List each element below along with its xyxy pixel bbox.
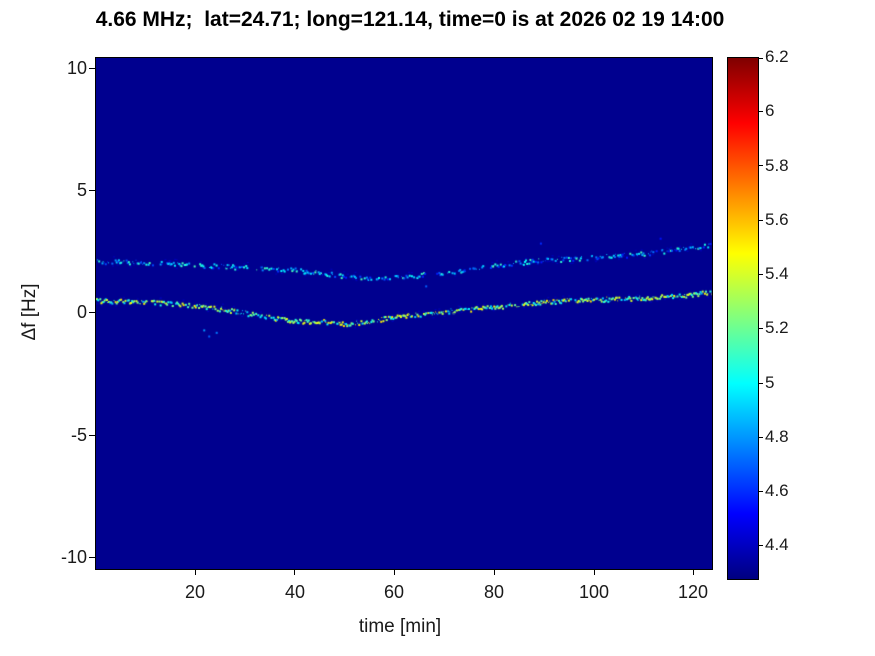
colorbar-tick-mark <box>758 220 763 221</box>
x-tick-label: 60 <box>383 582 405 602</box>
colorbar-tick-label: 4.8 <box>765 427 789 446</box>
colorbar-tick-label: 4.4 <box>765 535 789 554</box>
x-tick-label: 40 <box>284 582 306 602</box>
x-axis-label: time [min] <box>358 616 442 637</box>
x-tick-mark <box>494 570 495 575</box>
x-tick-label: 20 <box>184 582 206 602</box>
x-tick-label: 100 <box>578 582 610 602</box>
colorbar-tick-mark <box>758 545 763 546</box>
colorbar-tick-label: 6 <box>765 101 775 120</box>
colorbar-tick-label: 4.6 <box>765 481 789 500</box>
y-tick-mark <box>89 68 95 69</box>
y-tick-label: 5 <box>76 180 87 200</box>
colorbar-tick-label: 5.8 <box>765 156 789 175</box>
colorbar-tick-mark <box>758 328 763 329</box>
y-tick-mark <box>89 312 95 313</box>
colorbar-tick-mark <box>758 58 763 59</box>
x-tick-mark <box>294 570 295 575</box>
colorbar-tick-mark <box>758 437 763 438</box>
colorbar-tick-mark <box>758 165 763 166</box>
y-tick-mark <box>89 190 95 191</box>
y-tick-label: 10 <box>66 58 87 78</box>
x-tick-mark <box>195 570 196 575</box>
colorbar-tick-label: 5.6 <box>765 210 789 229</box>
x-tick-mark <box>594 570 595 575</box>
chart-title: 4.66 MHz; lat=24.71; long=121.14, time=0… <box>95 8 725 31</box>
y-tick-label: 0 <box>76 302 87 322</box>
y-tick-label: -5 <box>70 425 87 445</box>
heatmap-plot <box>95 57 713 570</box>
colorbar-tick-mark <box>758 111 763 112</box>
colorbar-tick-label: 5.2 <box>765 318 789 337</box>
x-tick-mark <box>693 570 694 575</box>
colorbar-tick-mark <box>758 274 763 275</box>
colorbar-tick-label: 5 <box>765 373 775 392</box>
x-tick-label: 80 <box>483 582 505 602</box>
x-tick-label: 120 <box>677 582 709 602</box>
x-tick-mark <box>394 570 395 575</box>
colorbar-tick-label: 5.4 <box>765 264 789 283</box>
colorbar-tick-label: 6.2 <box>765 47 789 66</box>
y-axis-label: Δf [Hz] <box>19 283 40 341</box>
y-tick-label: -10 <box>60 547 87 567</box>
colorbar <box>727 57 759 580</box>
colorbar-tick-mark <box>758 383 763 384</box>
y-tick-mark <box>89 435 95 436</box>
colorbar-tick-mark <box>758 491 763 492</box>
y-tick-mark <box>89 557 95 558</box>
